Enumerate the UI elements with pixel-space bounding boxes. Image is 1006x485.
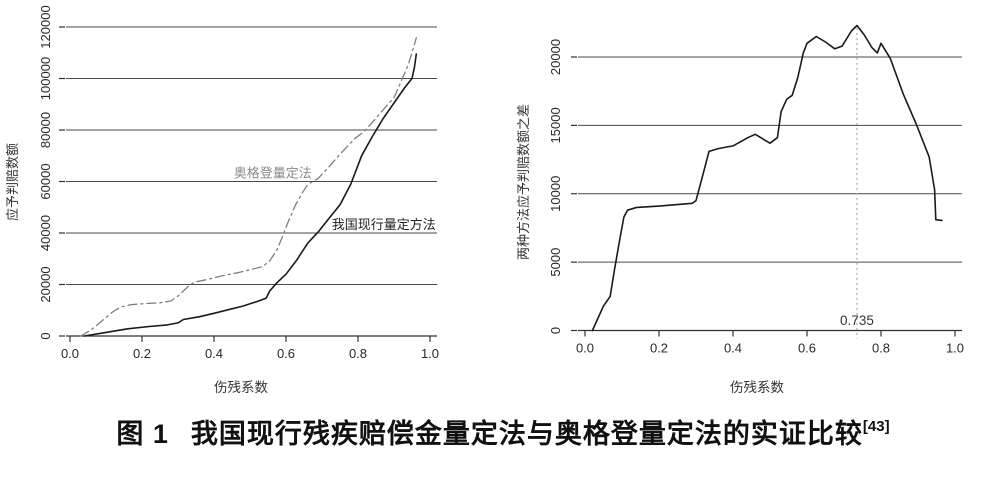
figure-caption: 图 1 我国现行残疾赔偿金量定法与奥格登量定法的实证比较[43] (0, 412, 1006, 451)
y-tick-label: 20000 (548, 39, 563, 75)
y-tick-label: 80000 (38, 112, 53, 148)
vline-annotation: 0.735 (840, 313, 874, 328)
x-tick-label: 1.0 (946, 341, 964, 356)
y-tick-label: 0 (548, 327, 563, 334)
y-tick-label: 40000 (38, 215, 53, 251)
x-tick-label: 0.6 (798, 341, 816, 356)
y-tick-label: 5000 (548, 248, 563, 277)
series-label: 我国现行量定方法 (332, 217, 436, 232)
x-tick-label: 0.8 (349, 346, 367, 361)
x-tick-label: 0.2 (133, 346, 151, 361)
figure-reference: [43] (862, 418, 890, 435)
x-tick-label: 0.8 (872, 341, 890, 356)
series-line-china (83, 53, 418, 337)
x-axis-title: 伤残系数 (214, 380, 268, 395)
x-tick-label: 0.0 (61, 346, 79, 361)
y-tick-label: 60000 (38, 163, 53, 199)
x-axis-title: 伤残系数 (730, 380, 784, 395)
y-axis-title: 应予判赔数额 (5, 143, 20, 221)
x-tick-label: 0.6 (277, 346, 295, 361)
x-tick-label: 0.2 (650, 341, 668, 356)
series-label: 奥格登量定法 (234, 166, 312, 181)
series-line-ogden (80, 37, 417, 337)
chart-difference: 0 5000 10000 15000 20000 0.0 0.2 0.4 0.6 0.8 1.0 0.… (516, 24, 964, 395)
x-tick-label: 1.0 (421, 346, 439, 361)
y-tick-label: 0 (38, 332, 53, 339)
x-tick-label: 0.4 (724, 341, 742, 356)
x-tick-label: 0.4 (205, 346, 223, 361)
x-tick-label: 0.0 (576, 341, 594, 356)
y-tick-label: 15000 (548, 107, 563, 143)
chart-compensation-comparison: 0 20000 40000 60000 80000 100000 120000 0.0 0.2 0… (5, 5, 439, 395)
y-tick-label: 100000 (38, 57, 53, 100)
y-tick-label: 20000 (38, 266, 53, 302)
figure-title: 我国现行残疾赔偿金量定法与奥格登量定法的实证比较 (190, 419, 863, 449)
series-line-difference (591, 24, 943, 332)
y-axis-title: 两种方法应予判赔数额之差 (516, 104, 531, 260)
figure-number: 图 1 (116, 419, 169, 449)
y-tick-label: 120000 (38, 5, 53, 48)
y-tick-label: 10000 (548, 176, 563, 212)
